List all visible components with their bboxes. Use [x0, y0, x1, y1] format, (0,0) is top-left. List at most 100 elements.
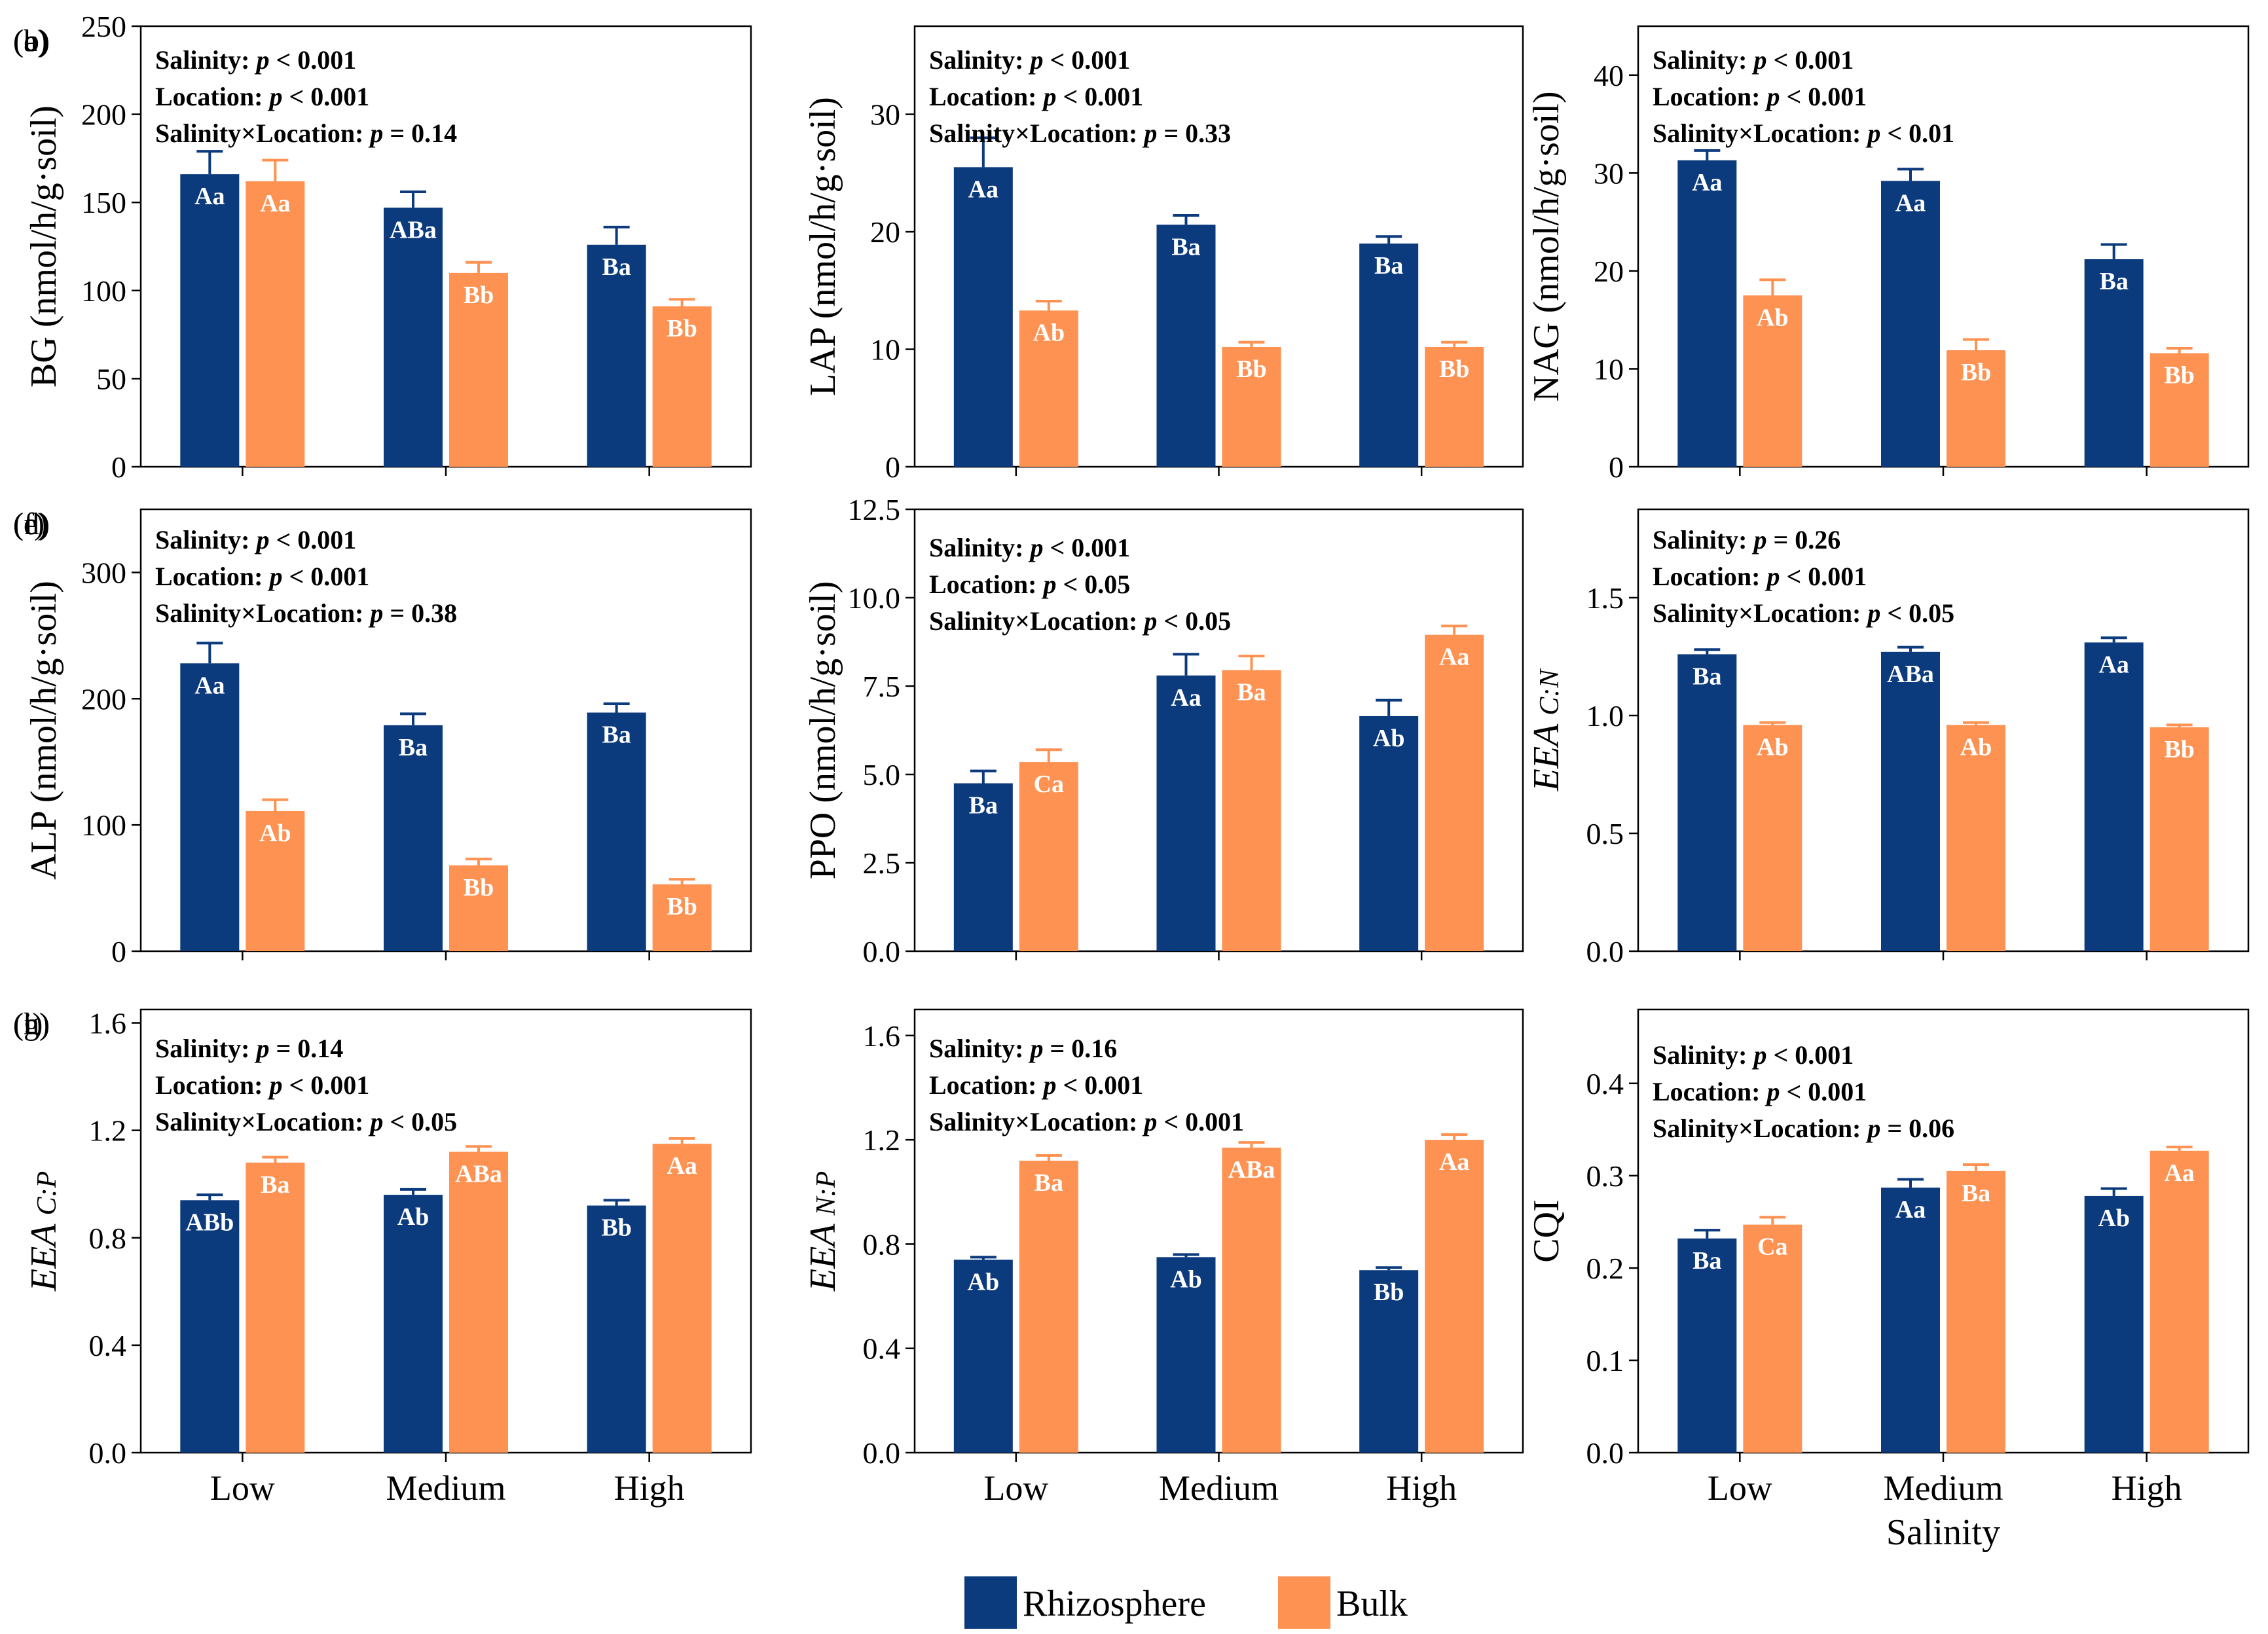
bar-label: Aa [1895, 189, 1926, 217]
y-tick-label: 0 [111, 450, 126, 484]
bar [1156, 225, 1216, 467]
bar [1881, 651, 1940, 951]
y-tick-label: 0.4 [863, 1332, 901, 1366]
bar-label: Ab [1373, 725, 1405, 752]
bar [1359, 716, 1419, 951]
bar-label: Aa [1439, 644, 1469, 671]
stat-line: Salinity: p = 0.16 [929, 1034, 1117, 1063]
bar [2084, 1195, 2144, 1453]
bar [953, 167, 1013, 467]
bar-label: Ab [968, 1268, 1000, 1296]
stat-line: Location: p < 0.001 [929, 82, 1143, 111]
panel-g: (g) 0.0 0.4 0.8 1.2 1.6 EEA C:P Low ABb Ba Medium A… [13, 1007, 752, 1508]
bar-label: Ba [1237, 679, 1266, 706]
y-tick-label: 10 [1594, 352, 1624, 386]
y-tick-label: 7.5 [863, 670, 901, 703]
bar-label: Bb [667, 893, 697, 920]
y-tick-label: 1.2 [89, 1114, 127, 1148]
y-tick-label: 0.1 [1586, 1344, 1624, 1377]
stat-line: Salinity×Location: p < 0.01 [1653, 118, 1954, 148]
bar [652, 884, 712, 951]
stat-line: Salinity: p = 0.14 [155, 1034, 343, 1063]
bar [1881, 1188, 1940, 1453]
stat-line: Salinity×Location: p = 0.06 [1653, 1114, 1954, 1143]
stat-line: Location: p < 0.001 [1653, 1077, 1867, 1106]
bar [1222, 1148, 1281, 1453]
bar-label: Bb [667, 315, 697, 342]
bar-label: Ab [1033, 319, 1065, 346]
stat-line: Salinity: p = 0.26 [1653, 525, 1840, 554]
bar-label: Bb [1236, 355, 1266, 383]
y-axis-label: ALP (nmol/h/g·soil) [24, 581, 64, 880]
bar [1881, 181, 1940, 467]
bar [180, 1200, 240, 1453]
y-tick-label: 0.0 [1586, 1436, 1624, 1470]
y-tick-label: 10.0 [848, 581, 901, 615]
legend-swatch [964, 1576, 1017, 1629]
bar [449, 865, 508, 951]
bar-label: Ca [1757, 1233, 1787, 1261]
x-tick-label: Medium [386, 1468, 506, 1508]
panel-c: (c) 0 10 20 30 40 NAG (nmol/h/g·soil) Aa Ab Aa Bb B… [13, 24, 2250, 484]
y-tick-label: 250 [81, 10, 126, 43]
bar [1222, 346, 1281, 467]
bar-label: Ba [602, 253, 631, 281]
stat-line: Location: p < 0.001 [1653, 562, 1867, 591]
y-axis-label: PPO (nmol/h/g·soil) [803, 581, 843, 880]
bar [180, 174, 240, 467]
panel-e: (e) 0.0 2.5 5.0 7.5 10.0 12.5 PPO (nmol/h/g·soi… [13, 493, 1524, 968]
panel-label: (h) [13, 1007, 50, 1042]
y-tick-label: 0 [1609, 450, 1624, 484]
stat-line: Salinity×Location: p = 0.14 [155, 118, 457, 148]
y-tick-label: 0.0 [863, 935, 901, 968]
stat-line: Salinity: p < 0.001 [1653, 1040, 1854, 1070]
y-tick-label: 100 [81, 808, 126, 842]
bar-label: Ba [399, 734, 428, 761]
y-axis-label: BG (nmol/h/g·soil) [24, 105, 64, 388]
bar-label: Bb [601, 1214, 631, 1242]
bar [587, 1205, 646, 1453]
legend: Rhizosphere Bulk [964, 1576, 1408, 1629]
bar-label: Ba [602, 721, 631, 749]
stat-line: Salinity: p < 0.001 [929, 533, 1130, 562]
bar [1019, 762, 1078, 951]
y-tick-label: 200 [81, 98, 126, 132]
bar-label: ABa [390, 216, 437, 244]
y-tick-label: 1.6 [863, 1019, 901, 1053]
bar [1222, 670, 1281, 951]
bar [1019, 1160, 1078, 1453]
panel-b: (b) 0 10 20 30 LAP (nmol/h/g·soil) Aa Ab Ba Bb Ba B… [13, 24, 1524, 484]
x-tick-label: High [614, 1468, 685, 1508]
bar-label: Aa [1692, 169, 1722, 196]
y-tick-label: 100 [81, 274, 126, 308]
bar-label: Ba [1692, 1247, 1721, 1275]
bar-label: Bb [464, 281, 494, 309]
bar-label: Ba [1171, 233, 1200, 261]
bar [2084, 642, 2144, 951]
y-tick-label: 0.2 [1586, 1252, 1624, 1285]
y-tick-label: 0.0 [863, 1436, 901, 1470]
y-tick-label: 0.0 [1586, 935, 1624, 968]
bar [1743, 1224, 1802, 1453]
bar-label: Bb [1439, 355, 1469, 383]
panel-label: (d) [13, 507, 50, 541]
y-tick-label: 5.0 [863, 758, 901, 791]
legend-swatch [1278, 1576, 1330, 1629]
y-tick-label: 50 [96, 362, 126, 395]
bar-label: ABb [185, 1208, 234, 1236]
bar-label: Aa [1895, 1196, 1926, 1224]
bar-label: Ba [1034, 1169, 1063, 1197]
y-tick-label: 10 [870, 333, 900, 367]
bar-label: ABa [455, 1160, 502, 1188]
y-axis-label: EEA C:N [1526, 668, 1567, 792]
y-tick-label: 1.6 [89, 1007, 127, 1040]
bar-label: Ab [1960, 733, 1992, 761]
x-tick-label: High [2112, 1468, 2182, 1508]
bar-label: ABa [1228, 1156, 1275, 1184]
bar-label: Bb [2164, 736, 2194, 763]
panel-f: (f) 0.0 0.5 1.0 1.5 EEA C:N Ba Ab ABa Ab Aa Bb Salin… [13, 507, 2250, 968]
stat-line: Salinity: p < 0.001 [155, 45, 356, 75]
bar-label: Ca [1034, 771, 1064, 798]
y-tick-label: 0 [111, 935, 126, 968]
y-axis-label: LAP (nmol/h/g·soil) [803, 97, 843, 396]
